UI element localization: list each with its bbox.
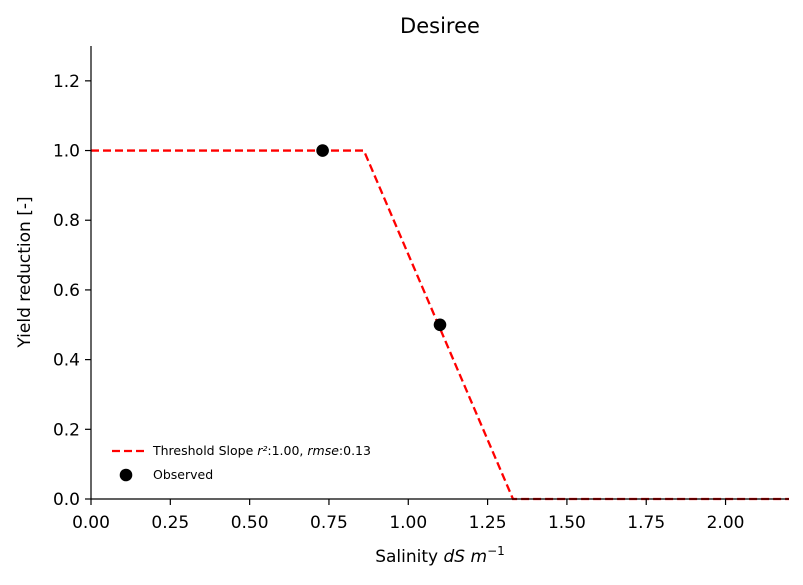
x-tick-label: 1.50 — [548, 513, 586, 533]
x-axis-label: Salinity dS m−1 — [375, 544, 505, 567]
plot-area — [91, 144, 789, 501]
y-axis-ticks: 0.0 0.2 0.4 0.6 0.8 1.0 1.2 — [53, 72, 91, 510]
observed-point — [433, 318, 447, 332]
y-tick-label: 0.8 — [53, 211, 80, 231]
x-tick-label: 1.25 — [469, 513, 507, 533]
x-tick-label: 1.75 — [627, 513, 665, 533]
x-axis-ticks: 0.00 0.25 0.50 0.75 1.00 1.25 1.50 1.75 2.00 — [72, 499, 744, 533]
x-tick-label: 1.00 — [389, 513, 427, 533]
x-tick-label: 0.50 — [231, 513, 269, 533]
legend: Threshold Slope r²:1.00, rmse:0.13 Obser… — [112, 443, 371, 482]
y-axis-label: Yield reduction [-] — [15, 196, 35, 348]
x-tick-label: 2.00 — [707, 513, 745, 533]
legend-label-observed: Observed — [153, 467, 213, 482]
chart-title: Desiree — [400, 14, 480, 38]
observed-point — [316, 144, 329, 157]
y-tick-label: 1.2 — [53, 72, 80, 92]
y-tick-label: 0.6 — [53, 281, 80, 301]
y-tick-label: 0.2 — [53, 420, 80, 440]
y-tick-label: 0.4 — [53, 351, 80, 371]
legend-swatch-observed — [119, 468, 133, 482]
x-tick-label: 0.75 — [310, 513, 348, 533]
x-tick-label: 0.25 — [151, 513, 189, 533]
y-tick-label: 1.0 — [53, 142, 80, 162]
y-tick-label: 0.0 — [53, 490, 80, 510]
x-tick-label: 0.00 — [72, 513, 110, 533]
legend-label-threshold-slope: Threshold Slope r²:1.00, rmse:0.13 — [152, 443, 371, 458]
